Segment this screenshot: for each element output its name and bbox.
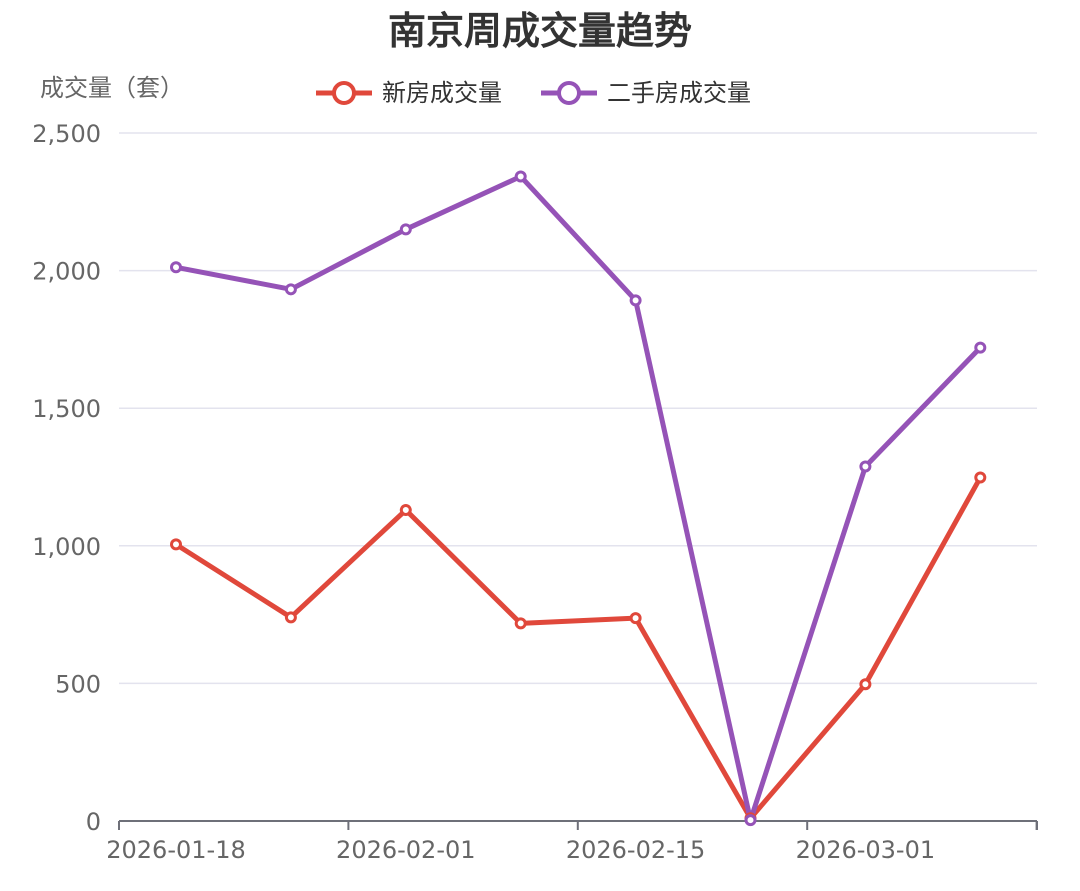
x-tick-label: 2026-03-01 bbox=[796, 836, 935, 864]
chart-title: 南京周成交量趋势 bbox=[388, 9, 692, 53]
y-tick-label: 0 bbox=[86, 808, 101, 836]
data-point[interactable] bbox=[284, 283, 297, 296]
data-point[interactable] bbox=[974, 471, 987, 484]
x-tick-label: 2026-02-15 bbox=[566, 836, 705, 864]
legend-item[interactable]: 二手房成交量 bbox=[541, 79, 751, 107]
y-tick-label: 2,500 bbox=[32, 120, 101, 148]
legend-marker bbox=[557, 81, 581, 105]
data-point[interactable] bbox=[399, 223, 412, 236]
data-point[interactable] bbox=[514, 170, 527, 183]
series-line bbox=[173, 475, 983, 821]
data-point[interactable] bbox=[744, 814, 757, 827]
series-line bbox=[173, 173, 983, 823]
data-point[interactable] bbox=[974, 341, 987, 354]
data-point[interactable] bbox=[514, 617, 527, 630]
data-point[interactable] bbox=[859, 678, 872, 691]
data-point[interactable] bbox=[170, 261, 182, 274]
y-axis-ticks: 0 500 1,000 1,500 2,000 2,500 bbox=[32, 120, 101, 836]
data-point[interactable] bbox=[629, 612, 642, 625]
data-point[interactable] bbox=[859, 460, 872, 473]
legend: 新房成交量 二手房成交量 bbox=[316, 79, 751, 107]
legend-label: 二手房成交量 bbox=[607, 79, 751, 107]
y-axis-label: 成交量（套） bbox=[40, 74, 184, 102]
legend-marker bbox=[332, 81, 356, 105]
gridlines bbox=[119, 132, 1037, 685]
data-point[interactable] bbox=[170, 538, 182, 551]
data-point[interactable] bbox=[399, 504, 412, 517]
y-tick-label: 1,000 bbox=[32, 533, 101, 561]
x-tick-label: 2026-01-18 bbox=[106, 836, 245, 864]
data-point[interactable] bbox=[284, 611, 297, 624]
y-tick-label: 500 bbox=[55, 670, 101, 698]
legend-label: 新房成交量 bbox=[382, 79, 502, 107]
x-tick-label: 2026-02-01 bbox=[336, 836, 475, 864]
y-tick-label: 2,000 bbox=[32, 258, 101, 286]
x-axis: 2026-01-18 2026-02-01 2026-02-15 2026-03-01 bbox=[106, 820, 1038, 864]
series-layer bbox=[170, 170, 987, 827]
y-tick-label: 1,500 bbox=[32, 395, 101, 423]
legend-item[interactable]: 新房成交量 bbox=[316, 79, 502, 107]
data-point[interactable] bbox=[629, 294, 642, 307]
